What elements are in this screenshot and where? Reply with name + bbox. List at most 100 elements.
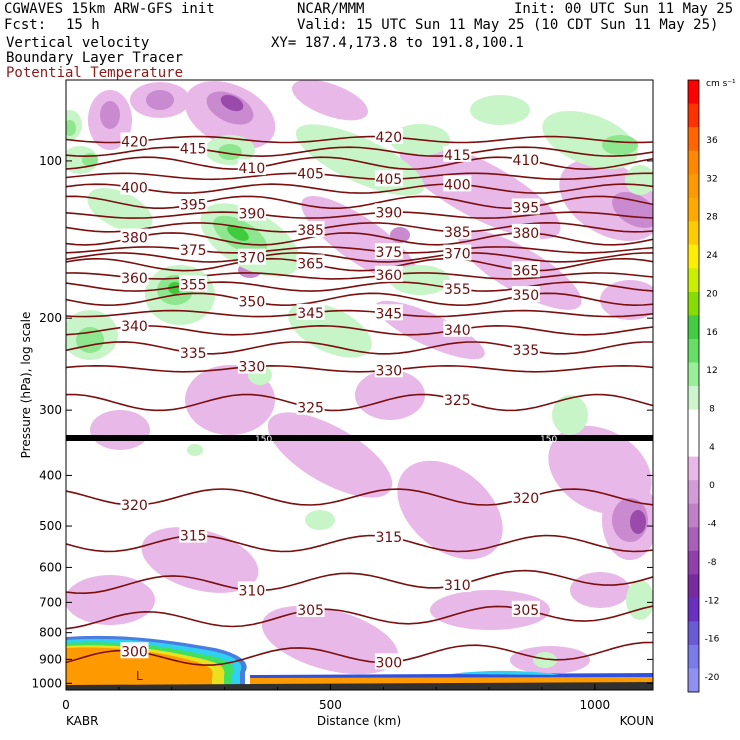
- colorbar-swatch: [688, 527, 699, 552]
- colorbar-swatch: [688, 644, 699, 669]
- isentrope-label-bg: [374, 304, 403, 321]
- isentrope-label: 390: [239, 207, 266, 223]
- colorbar-swatch: [688, 456, 699, 481]
- isentrope-label: 355: [180, 277, 207, 293]
- isentrope-label-bg: [120, 496, 149, 513]
- isentrope-label-bg: [511, 223, 540, 240]
- isentrope-label-bg: [296, 254, 325, 271]
- isentrope-label-bg: [374, 653, 403, 670]
- isentrope-label: 400: [444, 177, 471, 193]
- organization: NCAR/MMM: [297, 1, 365, 17]
- isentrope-340: [66, 324, 653, 336]
- isentrope-label-bg: [511, 198, 540, 215]
- isentrope-385: [66, 221, 653, 233]
- colorbar-swatch: [688, 503, 699, 528]
- isentrope-330: [66, 364, 653, 373]
- colorbar-label: -20: [705, 673, 720, 683]
- forecast-label: Fcst:: [4, 17, 47, 33]
- x-tick-label: 500: [319, 698, 342, 712]
- isentrope-label-bg: [296, 303, 325, 320]
- colorbar-swatch: [688, 409, 699, 434]
- colorbar-swatch: [688, 574, 699, 599]
- isentrope-label-bg: [179, 275, 208, 292]
- isentrope-label: 380: [121, 231, 148, 247]
- colorbar-label: -16: [705, 635, 720, 645]
- y-tick-label: 300: [39, 403, 62, 417]
- isentrope-label-bg: [511, 600, 540, 617]
- isentrope-label-bg: [120, 132, 149, 149]
- isentrope-label-bg: [120, 228, 149, 245]
- isentrope-405: [66, 172, 653, 181]
- isentrope-label-bg: [443, 279, 472, 296]
- isentrope-label: 385: [297, 223, 324, 239]
- x-axis: 0 500 1000: [62, 684, 610, 712]
- isentrope-label: 325: [444, 393, 471, 409]
- colorbar-swatch: [688, 221, 699, 246]
- marker-150-left: 150: [255, 435, 272, 445]
- isentrope-label-bg: [296, 600, 325, 617]
- colorbar-swatch: [688, 433, 699, 458]
- colorbar-swatch: [688, 597, 699, 622]
- isentrope-label: 370: [239, 251, 266, 267]
- isentrope-395: [66, 195, 653, 209]
- isentrope-label: 335: [512, 343, 539, 359]
- isentrope-label: 305: [512, 603, 539, 619]
- y-tick-label: 900: [39, 652, 62, 666]
- colorbar-label: -4: [708, 520, 717, 530]
- isentrope-label: 365: [297, 257, 324, 273]
- isentrope-label-bg: [443, 145, 472, 162]
- isentrope-label-bg: [374, 170, 403, 187]
- isentrope-415: [66, 146, 653, 158]
- isentrope-label-bg: [374, 243, 403, 260]
- isentrope-410: [66, 156, 653, 171]
- isentrope-label-bg: [237, 204, 266, 221]
- colorbar-label: 8: [709, 405, 715, 415]
- isentrope-label-bg: [443, 175, 472, 192]
- isentrope-label: 395: [512, 200, 539, 216]
- isentrope-label: 310: [444, 578, 471, 594]
- isentrope-label-bg: [443, 222, 472, 239]
- isentrope-label: 305: [297, 603, 324, 619]
- isentrope-label-bg: [237, 292, 266, 309]
- y-tick-label: 200: [39, 311, 62, 325]
- marker-150-right: 150: [540, 435, 557, 445]
- isentrope-label: 375: [375, 245, 402, 261]
- isentrope-320: [66, 488, 653, 506]
- isentrope-400: [66, 183, 653, 194]
- colorbar-label: 24: [706, 251, 718, 261]
- y-axis-label: Pressure (hPa), log scale: [19, 312, 33, 459]
- colorbar: 36 32 28 24 20 16 12 8 4 0 -4 -8 -12 -16 -20: [687, 79, 720, 693]
- isentrope-360: [66, 272, 653, 280]
- isentrope-label-bg: [179, 139, 208, 156]
- y-tick-label: 800: [39, 626, 62, 640]
- isentrope-label-bg: [511, 488, 540, 505]
- isentrope-label-bg: [179, 343, 208, 360]
- isentrope-label: 325: [297, 401, 324, 417]
- isentrope-label: 300: [121, 644, 148, 660]
- isentrope-label: 345: [375, 306, 402, 322]
- isentrope-label-bg: [120, 317, 149, 334]
- plot-frame: [65, 79, 654, 691]
- isentrope-350: [66, 292, 653, 307]
- isentrope-label: 315: [375, 530, 402, 546]
- isentrope-label-bg: [120, 642, 149, 659]
- y-tick-label: 400: [39, 468, 62, 482]
- isentrope-label-bg: [237, 357, 266, 374]
- y-tick-label: 600: [39, 560, 62, 574]
- isentrope-label: 370: [444, 247, 471, 263]
- x-tick-label: 1000: [580, 698, 611, 712]
- y-axis: 100 200 300 400 500 600 700 800 900 1000: [31, 154, 653, 690]
- colorbar-swatch: [688, 315, 699, 340]
- isentrope-label-bg: [120, 268, 149, 285]
- isentrope-label-bg: [296, 164, 325, 181]
- isentrope-label-bg: [511, 286, 540, 303]
- isentrope-label-bg: [237, 581, 266, 598]
- isentrope-label-bg: [443, 576, 472, 593]
- y-tick-label: 1000: [31, 676, 62, 690]
- isentrope-label: 400: [121, 181, 148, 197]
- isentrope-label: 320: [121, 498, 148, 514]
- colorbar-swatch: [688, 150, 699, 175]
- right-station: KOUN: [620, 714, 654, 728]
- left-station: KABR: [66, 714, 98, 728]
